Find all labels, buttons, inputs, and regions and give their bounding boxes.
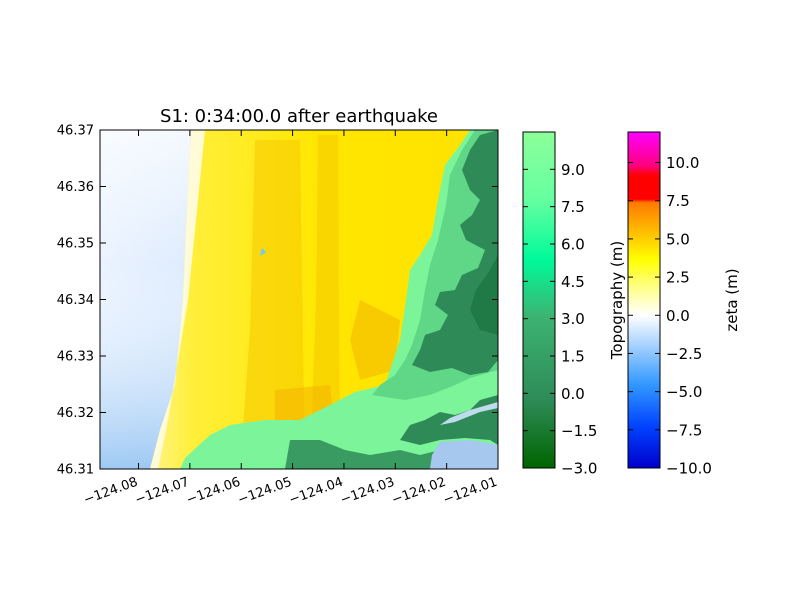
colorbar-tick-label: 5.0 xyxy=(666,230,690,248)
colorbar-tick-label: 10.0 xyxy=(666,154,699,172)
colorbar-topography: −3.0 −1.5 0.0 1.5 3.0 4.5 6.0 7.5 9.0 Topography… xyxy=(522,131,626,478)
x-tick-label: −124.03 xyxy=(339,475,397,508)
colorbar-tick-label: 1.5 xyxy=(561,348,585,366)
x-tick-label: −124.07 xyxy=(133,475,191,508)
colorbar-tick-label: −3.0 xyxy=(561,460,597,478)
tsunami-map xyxy=(100,130,498,469)
colorbar-tick-label: −7.5 xyxy=(666,421,702,439)
land-high-3 xyxy=(470,255,498,335)
colorbar-topography-ticks: −3.0 −1.5 0.0 1.5 3.0 4.5 6.0 7.5 9.0 xyxy=(523,161,597,478)
colorbar-tick-label: −10.0 xyxy=(666,460,712,478)
y-tick-label: 46.31 xyxy=(57,463,94,478)
colorbar-topography-label: Topography (m) xyxy=(608,241,626,360)
flood-band-3 xyxy=(350,300,400,380)
x-tick-label: −124.02 xyxy=(390,475,448,508)
colorbar-tick-label: 7.5 xyxy=(666,192,690,210)
x-tick-label: −124.08 xyxy=(82,475,140,508)
colorbar-zeta-label: zeta (m) xyxy=(723,268,741,331)
colorbar-zeta-ticks: −10.0 −7.5 −5.0 −2.5 0.0 2.5 5.0 7.5 10.0 xyxy=(628,154,712,478)
x-tick-label: −124.05 xyxy=(236,475,294,508)
water-spot xyxy=(260,248,266,256)
colorbar-tick-label: 2.5 xyxy=(666,269,690,287)
x-tick-label: −124.04 xyxy=(287,475,345,508)
colorbar-tick-label: 6.0 xyxy=(561,236,585,254)
bay-water xyxy=(430,440,498,469)
surf-zone xyxy=(150,130,205,469)
colorbar-tick-label: 0.0 xyxy=(561,385,585,403)
y-tick-label: 46.32 xyxy=(57,406,94,421)
colorbar-tick-label: 7.5 xyxy=(561,198,585,216)
colorbar-tick-label: −5.0 xyxy=(666,383,702,401)
x-tick-label: −124.01 xyxy=(441,475,499,508)
colorbar-tick-label: 9.0 xyxy=(561,161,585,179)
x-tick-label: −124.06 xyxy=(184,475,242,508)
colorbar-tick-label: −2.5 xyxy=(666,345,702,363)
colorbar-zeta-gradient xyxy=(627,131,661,469)
colorbar-tick-label: 4.5 xyxy=(561,273,585,291)
y-tick-label: 46.33 xyxy=(57,350,94,365)
flood-band-2 xyxy=(310,135,340,469)
y-tick-label: 46.35 xyxy=(57,237,94,252)
colorbar-topography-gradient xyxy=(522,131,556,469)
flood-band-1 xyxy=(240,140,305,469)
colorbar-tick-label: −1.5 xyxy=(561,422,597,440)
chart-title: S1: 0:34:00.0 after earthquake xyxy=(160,106,438,127)
y-tick-label: 46.37 xyxy=(57,124,94,139)
land-high-4 xyxy=(285,440,470,469)
y-tick-label: 46.34 xyxy=(57,293,94,308)
colorbar-zeta: −10.0 −7.5 −5.0 −2.5 0.0 2.5 5.0 7.5 10.0 zeta (… xyxy=(627,131,741,478)
colorbar-tick-label: 3.0 xyxy=(561,310,585,328)
y-tick-label: 46.36 xyxy=(57,180,94,195)
colorbar-tick-label: 0.0 xyxy=(666,307,690,325)
river-channel xyxy=(440,402,498,425)
y-axis: 46.31 46.32 46.33 46.34 46.35 46.36 46.37 xyxy=(57,124,498,478)
